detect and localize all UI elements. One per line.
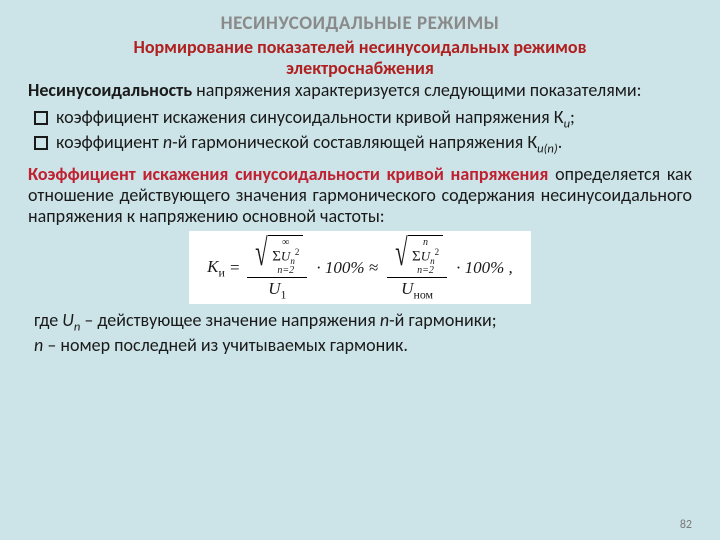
sqrt-1: √ ∞ ΣUn2 n=2 [251,235,303,276]
sum1-lower: n=2 [277,266,294,276]
sqrt-2: √ n ΣUn2 n=2 [391,235,443,276]
definition-text: Коэффициент искажения синусоидальности к… [28,164,692,226]
note-c: -й гармоники; [389,309,496,331]
bullet-2-content: коэффициент n-й гармонической составляющ… [56,132,562,157]
sum1-exp: 2 [295,247,300,257]
bullet-2: коэффициент n-й гармонической составляющ… [34,132,692,157]
den1-sub: 1 [281,287,287,301]
formula: Ки = √ ∞ ΣUn2 n=2 U1 · 100% ≈ √ [189,231,531,304]
sum2-upper: n [423,238,428,248]
note-un: U [62,309,74,331]
lhs-sub: и [218,265,224,279]
intro-rest: напряжения характеризуется следующими по… [192,79,641,101]
bullet-2-b: -й гармонической составляющей напряжения… [172,131,537,153]
bullet-2-sub: u(n) [537,141,558,156]
formula-lhs: Ки [207,257,225,280]
radical-icon: √ [395,235,408,276]
radical-icon: √ [256,235,269,276]
formula-tail: · 100% , [456,258,513,278]
lhs-sym: К [207,257,218,276]
bullet-1-end: ; [570,106,575,128]
bullet-1-content: коэффициент искажения синусоидальности к… [56,107,575,132]
sum1-upper: ∞ [282,238,289,248]
bullet-2-n: n [163,131,172,153]
note-line-2: n – номер последней из учитываемых гармо… [34,335,692,356]
bullet-1: коэффициент искажения синусоидальности к… [34,107,692,132]
formula-eq: = [229,258,240,278]
sum2-exp: 2 [435,247,440,257]
subtitle-line-2: электроснабжения [286,57,434,79]
sigma-icon: Σ [272,248,281,264]
bullet-marker-icon [34,111,48,125]
bullet-2-end: . [558,131,563,153]
note-d-n: n [34,334,43,356]
sum2-argsub: n [430,255,435,265]
bullet-1-text: коэффициент искажения синусоидальности к… [56,106,564,128]
intro-text: Несинусоидальность напряжения характериз… [28,80,692,101]
slide-subtitle: Нормирование показателей несинусоидальны… [28,37,692,78]
sum2-arg: U [421,248,430,263]
sum2-lower: n=2 [417,266,434,276]
page-number: 82 [680,518,692,532]
subtitle-line-1: Нормирование показателей несинусоидальны… [133,36,586,58]
formula-container: Ки = √ ∞ ΣUn2 n=2 U1 · 100% ≈ √ [28,231,692,304]
bullet-2-a: коэффициент [56,131,163,153]
bullet-list: коэффициент искажения синусоидальности к… [34,107,692,156]
den2-sub: ном [413,287,433,301]
note-b: – действующее значение напряжения [80,309,380,331]
note-d: – номер последней из учитываемых гармони… [43,334,408,356]
note-a: где [34,309,62,331]
den1: U [268,279,280,298]
bullet-marker-icon [34,136,48,150]
formula-mid: · 100% ≈ [316,258,378,278]
note-n: n [380,309,389,331]
intro-term: Несинусоидальность [28,79,192,101]
slide-title: НЕСИНУСОИДАЛЬНЫЕ РЕЖИМЫ [28,12,692,35]
sum1-arg: U [281,248,290,263]
note-line-1: где Un – действующее значение напряжения… [34,310,692,335]
sigma-icon: Σ [412,248,421,264]
formula-frac-2: √ n ΣUn2 n=2 Uном [387,235,447,302]
definition-accent: Коэффициент искажения синусоидальности к… [28,163,548,185]
den2: U [401,279,413,298]
formula-frac-1: √ ∞ ΣUn2 n=2 U1 [247,235,307,302]
